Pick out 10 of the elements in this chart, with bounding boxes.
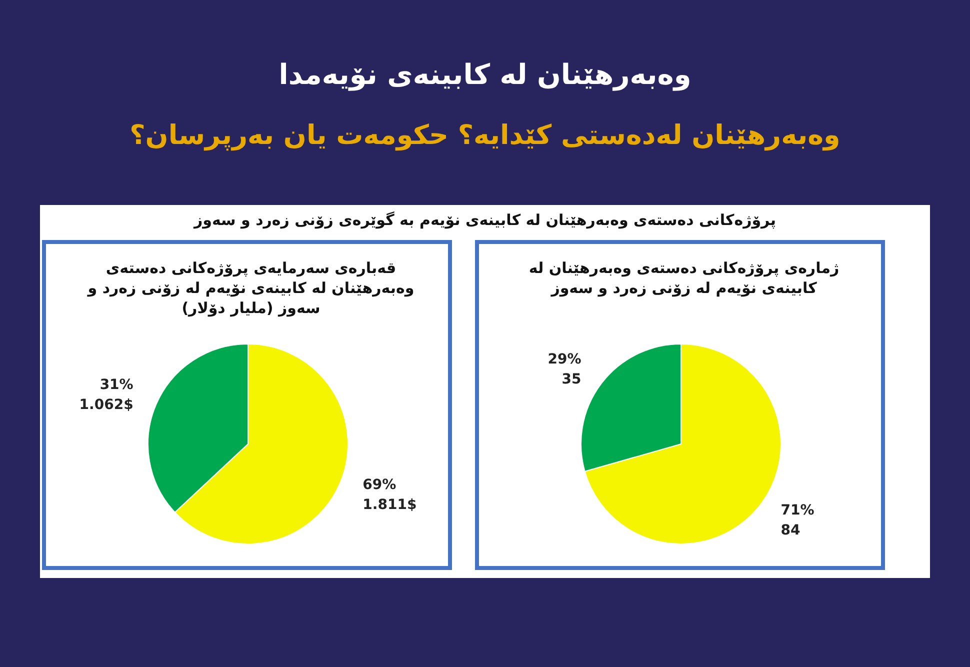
data-label: 71% 84 [780,502,814,538]
data-label: 69% 1.811$ [362,476,417,513]
chart-title: ژمارەی پرۆژەکانی دەستەی وەبەرهێنان لە کابینەی نۆیەم لە زۆنی زەرد و سەوز [528,258,840,298]
pie-slice [584,344,782,544]
text: وەبەرهێنان لەدەستی کێدایە؟ حکومەت یان بەرپرسان؟ [128,120,842,151]
data-label: 31% 1.062$ [79,377,134,414]
chart-title: قەبارەی سەرمایەی پرۆژەکانی دەستەی وەبەرهێنان لە کابینەی نۆیەم لە زۆنی زەرد و سەوز (ملیار دۆلار) [86,258,416,318]
text: وەبەرهێنان لە کابینەی نۆیەمدا [278,58,692,91]
text: پرۆژەکانی دەستەی وەبەرهێنان لە کابینەی نۆیەم بە گوێرەی زۆنی زەرد و سەوز [192,211,777,229]
data-label: 29% 35 [548,352,582,388]
